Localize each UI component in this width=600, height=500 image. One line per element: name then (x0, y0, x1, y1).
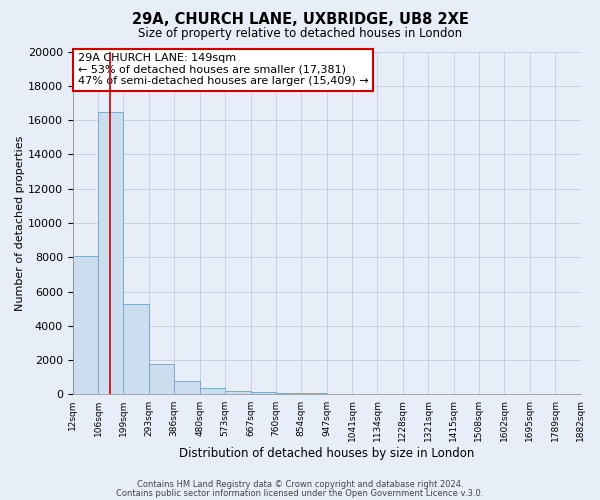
Y-axis label: Number of detached properties: Number of detached properties (15, 136, 25, 310)
Text: Contains public sector information licensed under the Open Government Licence v.: Contains public sector information licen… (116, 488, 484, 498)
X-axis label: Distribution of detached houses by size in London: Distribution of detached houses by size … (179, 447, 474, 460)
Text: Contains HM Land Registry data © Crown copyright and database right 2024.: Contains HM Land Registry data © Crown c… (137, 480, 463, 489)
Bar (124, 304, 149, 394)
Bar (174, 380, 200, 394)
Bar (276, 393, 301, 394)
Bar (73, 256, 98, 394)
Bar (225, 391, 251, 394)
Bar (200, 388, 225, 394)
Text: Size of property relative to detached houses in London: Size of property relative to detached ho… (138, 28, 462, 40)
Bar (251, 392, 276, 394)
Text: 29A, CHURCH LANE, UXBRIDGE, UB8 2XE: 29A, CHURCH LANE, UXBRIDGE, UB8 2XE (131, 12, 469, 28)
Bar (149, 364, 174, 394)
Bar (98, 112, 124, 395)
Text: 29A CHURCH LANE: 149sqm
← 53% of detached houses are smaller (17,381)
47% of sem: 29A CHURCH LANE: 149sqm ← 53% of detache… (78, 53, 368, 86)
